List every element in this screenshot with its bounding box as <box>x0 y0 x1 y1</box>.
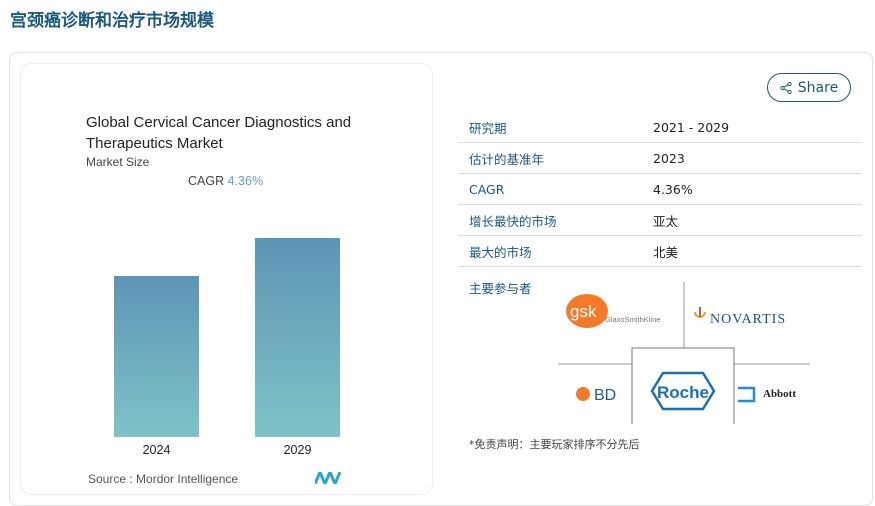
table-row: 研究期 2021 - 2029 <box>458 112 862 143</box>
gsk-text: GlaxoSmithKline <box>605 315 660 324</box>
row-value: 2023 <box>653 150 685 166</box>
row-key: 估计的基准年 <box>469 151 545 167</box>
abbott-logo: Abbott <box>738 386 796 403</box>
chart-title: Global Cervical Cancer Diagnostics and T… <box>86 114 352 152</box>
chart-source: Source : Mordor Intelligence <box>88 472 239 486</box>
x-tick-label: 2029 <box>283 443 312 457</box>
row-key: 最大的市场 <box>469 244 532 260</box>
table-row: 估计的基准年 2023 <box>458 143 862 174</box>
share-icon <box>780 81 792 94</box>
x-tick-label: 2024 <box>142 443 171 457</box>
novartis-text: NOVARTIS <box>710 312 786 327</box>
roche-logo: Roche <box>650 371 716 411</box>
row-value: 4.36% <box>653 181 693 197</box>
table-row: CAGR 4.36% <box>458 174 862 205</box>
disclaimer: *免责声明：主要玩家排序不分先后 <box>469 438 640 451</box>
row-key: CAGR <box>469 181 505 197</box>
roche-text: Roche <box>657 383 709 402</box>
bar-2024 <box>114 276 199 437</box>
gsk-logo: gsk GlaxoSmithKline <box>566 294 660 328</box>
abbott-text: Abbott <box>763 388 796 400</box>
chart-panel <box>20 63 433 495</box>
share-button[interactable]: Share <box>767 73 851 102</box>
share-label: Share <box>797 79 839 96</box>
cagr-value: 4.36% <box>227 174 264 188</box>
row-value: 亚太 <box>653 213 679 229</box>
row-value: 北美 <box>653 244 679 260</box>
row-key: 增长最快的市场 <box>469 213 557 229</box>
table-row: 增长最快的市场 亚太 <box>458 205 862 236</box>
bar-2029 <box>255 238 340 437</box>
chart-subtitle: Market Size <box>86 155 150 169</box>
novartis-logo: NOVARTIS <box>694 307 786 327</box>
chart-cagr: CAGR 4.36% <box>188 174 263 188</box>
players-logos: gsk GlaxoSmithKline NOVARTIS BD Roche Ab… <box>558 282 810 424</box>
svg-text:gsk: gsk <box>570 302 597 321</box>
mordor-logo <box>315 472 341 484</box>
row-key: 研究期 <box>469 120 507 136</box>
market-info-table: 研究期 2021 - 2029 估计的基准年 2023 CAGR 4.36% 增长最快… <box>458 112 862 267</box>
row-value: 2021 - 2029 <box>653 119 730 135</box>
players-label: 主要参与者 <box>469 281 532 296</box>
cagr-label: CAGR <box>188 174 225 188</box>
page-title: 宫颈癌诊断和治疗市场规模 <box>10 11 214 31</box>
bd-logo: BD <box>576 387 616 404</box>
bd-text: BD <box>594 387 616 404</box>
table-row: 最大的市场 北美 <box>458 236 862 267</box>
